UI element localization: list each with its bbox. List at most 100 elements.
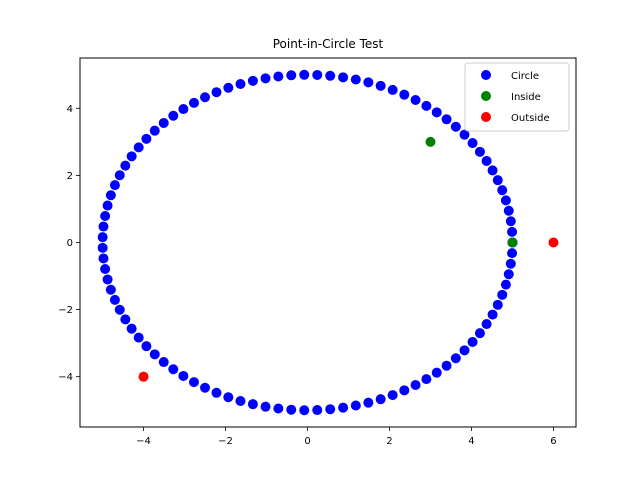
circle-point	[200, 382, 211, 393]
circle-point	[273, 403, 284, 414]
circle-point	[102, 274, 113, 285]
circle-point	[492, 175, 503, 186]
circle-point	[507, 248, 518, 259]
circle-point	[312, 405, 323, 416]
circle-point	[487, 165, 498, 176]
circle-point	[100, 264, 111, 275]
legend: Circle Inside Outside	[464, 62, 570, 132]
legend-marker-outside	[481, 112, 491, 122]
outside-point	[138, 371, 149, 382]
circle-point	[500, 279, 511, 290]
y-tick-label: 4	[67, 104, 73, 115]
circle-point	[188, 377, 199, 388]
circle-point	[211, 87, 222, 98]
circle-point	[149, 349, 160, 360]
circle-point	[102, 200, 113, 211]
circle-point	[149, 125, 160, 136]
plot-area	[97, 69, 559, 416]
inside-point	[507, 237, 518, 248]
x-tick-label: 6	[550, 436, 556, 447]
legend-marker-inside	[481, 91, 491, 101]
chart-title: Point-in-Circle Test	[273, 37, 384, 51]
circle-point	[141, 341, 152, 352]
legend-label-inside: Inside	[511, 92, 541, 103]
circle-point	[223, 82, 234, 93]
circle-point	[363, 397, 374, 408]
circle-point	[299, 69, 310, 80]
circle-point	[399, 385, 410, 396]
circle-point	[481, 319, 492, 330]
circle-point	[158, 357, 169, 368]
circle-point	[497, 289, 508, 300]
circle-point	[133, 142, 144, 153]
legend-box	[464, 62, 570, 132]
circle-point	[492, 299, 503, 310]
circle-point	[114, 170, 125, 181]
circle-point	[441, 114, 452, 125]
circle-point	[105, 284, 116, 295]
y-tick-label: 0	[67, 238, 73, 249]
circle-point	[338, 72, 349, 83]
circle-point	[459, 129, 470, 140]
circle-point	[126, 323, 137, 334]
circle-point	[273, 71, 284, 82]
circle-point	[105, 190, 116, 201]
legend-label-outside: Outside	[511, 113, 550, 124]
circle-point	[350, 74, 361, 85]
circle-point	[459, 345, 470, 356]
circle-point	[247, 75, 258, 86]
circle-point	[503, 205, 514, 216]
circle-point	[507, 226, 518, 237]
circle-point	[505, 216, 516, 227]
circle-point	[421, 374, 432, 385]
circle-point	[500, 195, 511, 206]
circle-point	[235, 396, 246, 407]
circle-point	[467, 138, 478, 149]
circle-point	[223, 392, 234, 403]
circle-point	[97, 232, 108, 243]
circle-point	[235, 78, 246, 89]
circle-point	[188, 97, 199, 108]
circle-point	[350, 400, 361, 411]
circle-point	[375, 80, 386, 91]
legend-marker-circle	[481, 70, 491, 80]
legend-label-circle: Circle	[511, 71, 539, 82]
circle-point	[114, 304, 125, 315]
x-tick-label: 2	[386, 436, 392, 447]
circle-point	[481, 155, 492, 166]
circle-point	[98, 221, 109, 232]
circle-point	[421, 100, 432, 111]
circle-point	[120, 160, 131, 171]
circle-point	[363, 77, 374, 88]
circle-point	[450, 121, 461, 132]
circle-point	[299, 405, 310, 416]
circle-point	[260, 73, 271, 84]
circle-point	[387, 390, 398, 401]
circle-point	[98, 253, 109, 264]
circle-point	[387, 84, 398, 95]
circle-point	[467, 336, 478, 347]
circle-point	[431, 367, 442, 378]
circle-point	[286, 70, 297, 81]
circle-point	[168, 110, 179, 121]
y-tick-label: 2	[67, 171, 73, 182]
circle-point	[410, 380, 421, 391]
y-axis: −4 −2 0 2 4	[58, 104, 80, 383]
circle-point	[431, 107, 442, 118]
circle-point	[247, 399, 258, 410]
outside-point	[548, 237, 559, 248]
circle-point	[338, 402, 349, 413]
circle-point	[450, 353, 461, 364]
circle-point	[109, 180, 120, 191]
circle-point	[503, 269, 514, 280]
circle-point	[126, 151, 137, 162]
y-tick-label: −4	[58, 372, 73, 383]
circle-point	[399, 89, 410, 100]
x-axis: −4 −2 0 2 4 6	[136, 427, 557, 447]
circle-point	[474, 328, 485, 339]
y-tick-label: −2	[58, 305, 73, 316]
circle-point	[211, 387, 222, 398]
circle-point	[487, 309, 498, 320]
x-tick-label: −2	[218, 436, 233, 447]
